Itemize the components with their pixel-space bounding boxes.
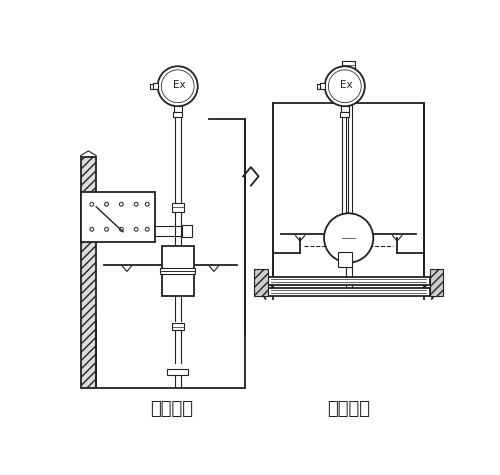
Bar (160, 267, 196, 274)
Bar (172, 323, 184, 330)
Bar (174, 106, 182, 113)
Bar (268, 288, 430, 296)
Bar (338, 88, 359, 94)
Text: 架装固定: 架装固定 (150, 400, 193, 418)
Bar (254, 269, 268, 296)
Bar (341, 106, 348, 113)
Bar (80, 192, 154, 242)
Text: Ex: Ex (340, 80, 352, 90)
Bar (320, 83, 325, 89)
Circle shape (134, 228, 138, 231)
Bar (340, 113, 349, 117)
Circle shape (324, 213, 374, 263)
Bar (162, 246, 194, 296)
Circle shape (146, 228, 149, 231)
Circle shape (328, 70, 361, 103)
Circle shape (134, 202, 138, 206)
Circle shape (325, 66, 365, 106)
Bar (338, 252, 351, 267)
Circle shape (120, 228, 124, 231)
Bar (317, 84, 320, 88)
Circle shape (120, 202, 124, 206)
Bar (268, 277, 430, 285)
Bar (182, 225, 192, 237)
Bar (172, 202, 184, 212)
Circle shape (90, 228, 94, 231)
Bar (430, 269, 444, 296)
Circle shape (104, 228, 108, 231)
Bar (342, 61, 355, 68)
Bar (153, 83, 158, 89)
Text: Ex: Ex (173, 80, 186, 90)
Bar (150, 84, 153, 88)
Circle shape (162, 70, 194, 103)
Bar (80, 157, 96, 388)
Circle shape (158, 66, 198, 106)
Circle shape (90, 202, 94, 206)
Bar (173, 113, 182, 117)
Bar (342, 233, 355, 243)
Text: 法兰固定: 法兰固定 (327, 400, 370, 418)
Circle shape (146, 202, 149, 206)
Bar (167, 369, 188, 375)
Circle shape (104, 202, 108, 206)
